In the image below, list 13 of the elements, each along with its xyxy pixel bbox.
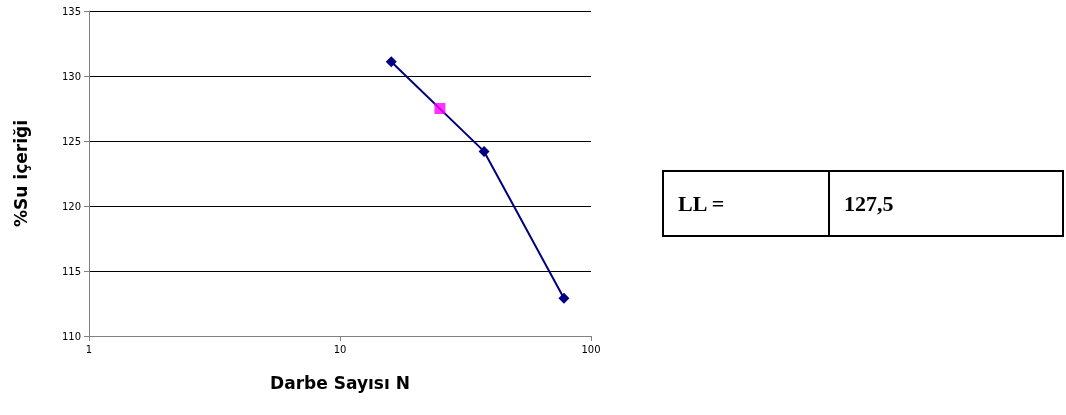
y-tick-label: 110 [61,330,81,342]
x-tick-label: 10 [333,343,347,355]
y-tick-label: 115 [61,265,81,277]
y-tick-label: 135 [61,5,81,17]
x-tick-label: 1 [85,343,93,355]
y-axis-title: %Su içeriği [10,120,31,227]
x-axis-title: Darbe Sayısı N [270,372,410,393]
x-tick-label: 100 [581,343,601,355]
text: LL = [663,171,829,236]
y-tick-label: 125 [61,135,81,147]
text: 127,5 [829,171,1063,236]
y-tick-label: 120 [61,200,81,212]
y-tick-label: 130 [61,70,81,82]
